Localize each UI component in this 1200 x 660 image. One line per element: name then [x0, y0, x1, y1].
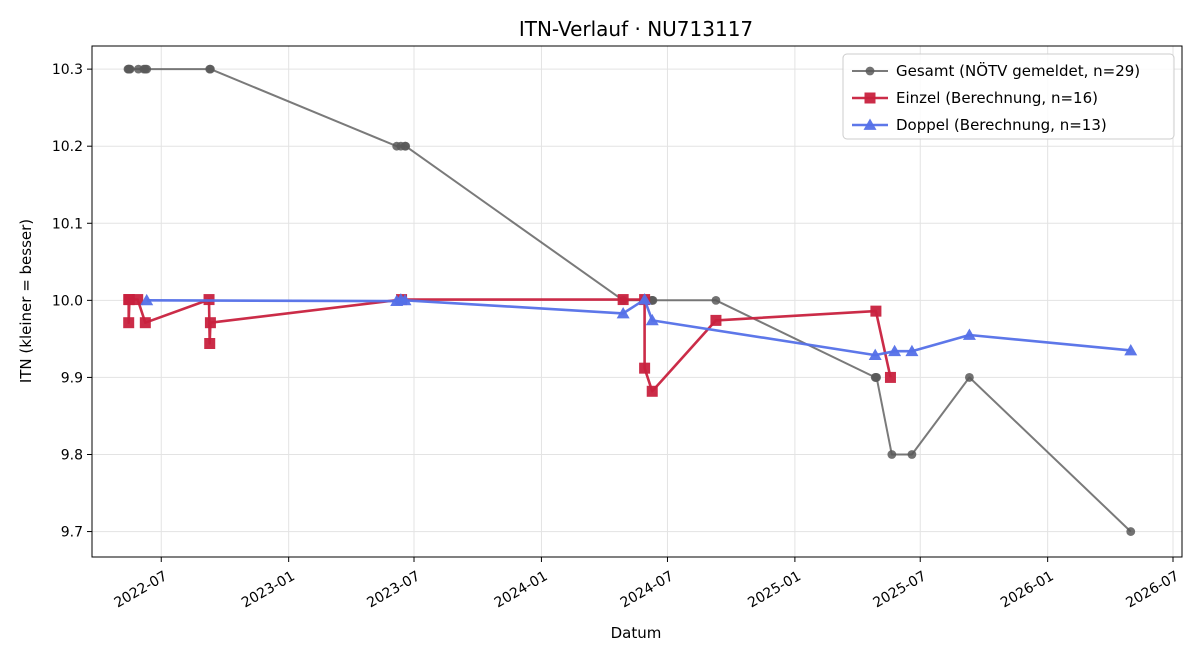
- data-point: [887, 450, 897, 459]
- data-point: [139, 317, 151, 329]
- data-point: [868, 348, 882, 360]
- x-tick-label: 2024-01: [492, 568, 551, 611]
- x-tick-label: 2026-01: [998, 568, 1057, 611]
- series-2: [123, 294, 896, 397]
- data-point: [132, 294, 144, 306]
- data-point: [711, 295, 721, 305]
- series-3: [140, 293, 1138, 360]
- legend-label: Doppel (Berechnung, n=13): [896, 116, 1107, 134]
- data-point: [905, 344, 919, 357]
- series-layer: [123, 64, 1138, 536]
- data-point: [907, 450, 917, 459]
- data-point: [870, 305, 882, 317]
- data-point: [616, 306, 630, 319]
- data-point: [639, 362, 651, 374]
- series-1: [123, 64, 1136, 536]
- data-point: [140, 293, 154, 306]
- x-axis-title: Datum: [611, 624, 662, 642]
- series-line: [146, 298, 1131, 357]
- data-point: [884, 371, 896, 383]
- data-point: [206, 64, 215, 74]
- legend-label: Gesamt (NÖTV gemeldet, n=29): [896, 61, 1140, 80]
- data-point: [204, 317, 216, 329]
- data-point: [125, 64, 135, 74]
- x-tick-label: 2023-07: [364, 568, 423, 611]
- y-tick-label: 9.7: [61, 525, 83, 541]
- data-point: [123, 317, 135, 329]
- y-tick-label: 10.3: [52, 62, 83, 78]
- legend-marker: [865, 66, 875, 76]
- data-point: [401, 141, 411, 151]
- x-tick-label: 2024-07: [618, 568, 677, 611]
- data-point: [888, 344, 902, 357]
- x-tick-label: 2022-07: [112, 568, 171, 611]
- data-point: [965, 373, 974, 382]
- legend-marker: [863, 118, 877, 130]
- x-tick-label: 2025-01: [745, 568, 804, 611]
- y-axis-title: ITN (kleiner = besser): [17, 219, 35, 383]
- data-point: [1126, 527, 1136, 536]
- legend: Gesamt (NÖTV gemeldet, n=29) Einzel (Bere…: [842, 53, 1175, 140]
- data-point: [962, 328, 976, 340]
- data-point: [398, 293, 412, 306]
- plot-frame: [91, 45, 1183, 558]
- chart-title: ITN-Verlauf · NU713117: [519, 17, 753, 41]
- data-point: [638, 293, 652, 305]
- data-point: [617, 294, 629, 306]
- legend-label: Einzel (Berechnung, n=16): [896, 89, 1098, 107]
- grid: [92, 46, 1182, 557]
- data-point: [645, 313, 659, 326]
- legend-marker: [864, 92, 876, 104]
- data-point: [123, 294, 135, 306]
- x-tick-label: 2025-07: [871, 568, 930, 611]
- ticks: 9.7 9.8 9.9 10.0 10.1 10.2 10.3 2022-07 2023-01 2…: [52, 62, 1182, 611]
- x-tick-label: 2026-07: [1123, 568, 1182, 611]
- data-point: [1124, 343, 1138, 356]
- data-point: [142, 64, 152, 74]
- y-tick-label: 9.8: [61, 447, 83, 463]
- data-point: [872, 373, 882, 382]
- data-point: [648, 295, 658, 305]
- y-tick-label: 10.2: [52, 139, 83, 155]
- y-tick-label: 10.0: [52, 293, 83, 309]
- y-tick-label: 9.9: [61, 370, 83, 386]
- legend-box: [842, 53, 1175, 140]
- data-point: [710, 314, 722, 326]
- data-point: [204, 338, 216, 350]
- y-tick-label: 10.1: [52, 216, 83, 232]
- data-point: [646, 385, 658, 397]
- x-tick-label: 2023-01: [239, 568, 298, 611]
